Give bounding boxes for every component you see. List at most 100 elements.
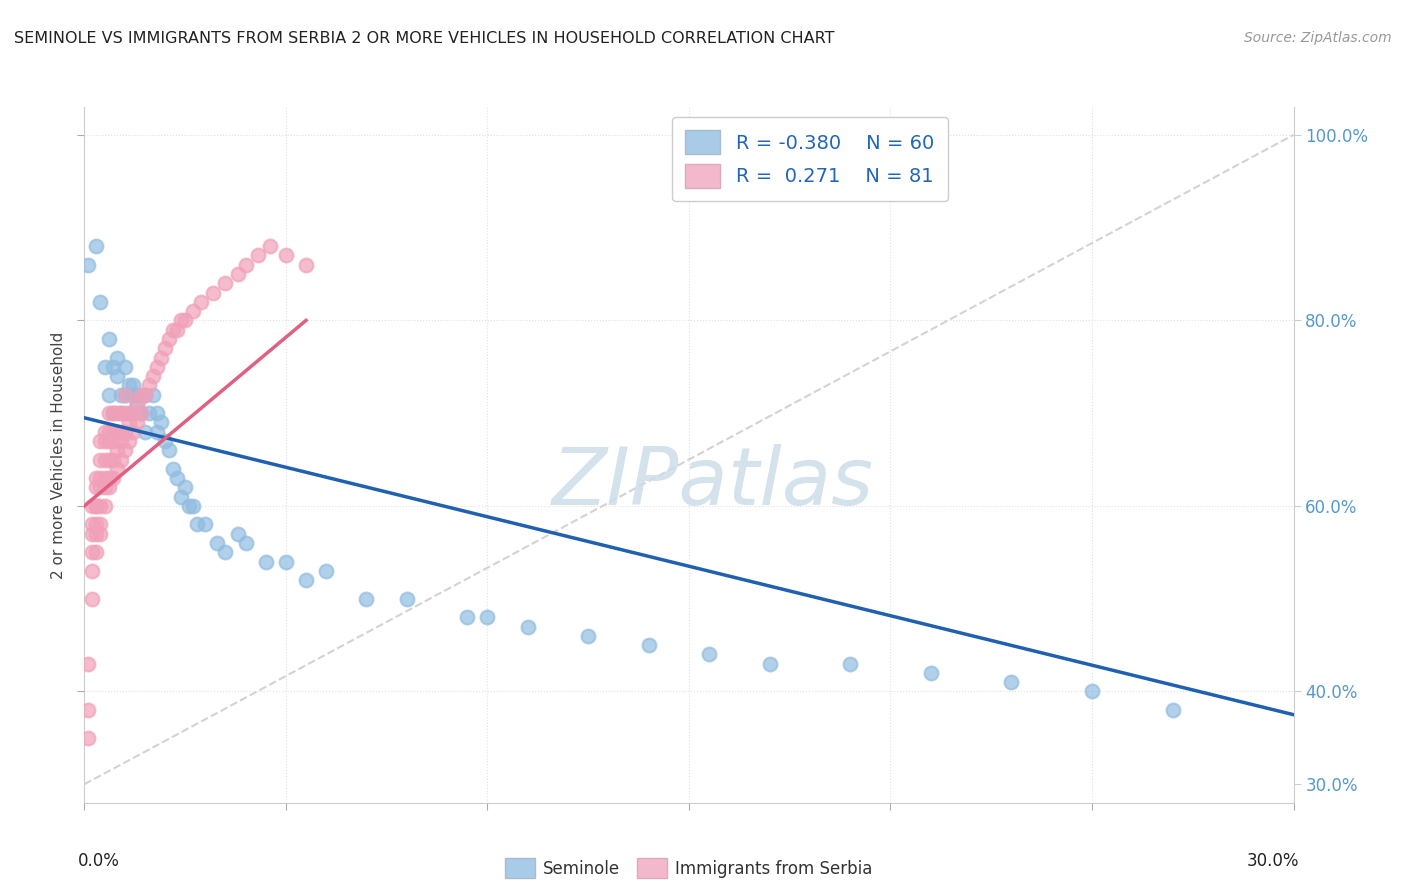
Text: Source: ZipAtlas.com: Source: ZipAtlas.com bbox=[1244, 31, 1392, 45]
Point bbox=[93, 499, 115, 513]
Point bbox=[110, 406, 132, 420]
Point bbox=[129, 406, 152, 420]
Point bbox=[295, 573, 318, 587]
Point bbox=[97, 387, 120, 401]
Point bbox=[97, 471, 120, 485]
Point bbox=[110, 406, 132, 420]
Point bbox=[356, 591, 378, 606]
Point bbox=[121, 425, 143, 439]
Point bbox=[576, 629, 599, 643]
Point bbox=[77, 657, 100, 671]
Point bbox=[214, 277, 236, 291]
Point bbox=[110, 434, 132, 448]
Text: SEMINOLE VS IMMIGRANTS FROM SERBIA 2 OR MORE VEHICLES IN HOUSEHOLD CORRELATION C: SEMINOLE VS IMMIGRANTS FROM SERBIA 2 OR … bbox=[14, 31, 835, 46]
Point bbox=[121, 387, 143, 401]
Point bbox=[110, 452, 132, 467]
Point bbox=[89, 452, 111, 467]
Legend: Seminole, Immigrants from Serbia: Seminole, Immigrants from Serbia bbox=[498, 851, 880, 885]
Point bbox=[101, 452, 124, 467]
Point bbox=[839, 657, 862, 671]
Point bbox=[134, 425, 156, 439]
Point bbox=[202, 285, 225, 300]
Point bbox=[174, 480, 197, 494]
Point bbox=[174, 313, 197, 327]
Point bbox=[315, 564, 337, 578]
Point bbox=[395, 591, 418, 606]
Point bbox=[89, 434, 111, 448]
Point bbox=[105, 443, 128, 458]
Point bbox=[110, 425, 132, 439]
Point bbox=[181, 499, 204, 513]
Point bbox=[179, 499, 201, 513]
Point bbox=[114, 406, 136, 420]
Point bbox=[170, 313, 193, 327]
Point bbox=[101, 471, 124, 485]
Point bbox=[207, 536, 229, 550]
Point bbox=[101, 359, 124, 374]
Point bbox=[758, 657, 780, 671]
Point bbox=[86, 239, 108, 253]
Point bbox=[162, 323, 184, 337]
Point bbox=[101, 425, 124, 439]
Point bbox=[86, 499, 108, 513]
Point bbox=[246, 248, 269, 262]
Point bbox=[456, 610, 478, 624]
Point bbox=[93, 480, 115, 494]
Point bbox=[101, 406, 124, 420]
Point bbox=[146, 359, 169, 374]
Point bbox=[129, 387, 152, 401]
Point bbox=[181, 304, 204, 318]
Point bbox=[166, 323, 188, 337]
Point bbox=[125, 416, 148, 430]
Point bbox=[89, 499, 111, 513]
Point bbox=[146, 425, 169, 439]
Point bbox=[114, 387, 136, 401]
Point bbox=[157, 332, 180, 346]
Point bbox=[129, 406, 152, 420]
Point bbox=[274, 248, 297, 262]
Point bbox=[226, 267, 249, 281]
Point bbox=[77, 258, 100, 272]
Point bbox=[77, 731, 100, 745]
Point bbox=[110, 387, 132, 401]
Point bbox=[82, 591, 104, 606]
Point bbox=[1000, 675, 1022, 690]
Point bbox=[235, 536, 257, 550]
Point bbox=[93, 434, 115, 448]
Point bbox=[77, 703, 100, 717]
Point bbox=[920, 665, 942, 680]
Point bbox=[89, 480, 111, 494]
Point bbox=[93, 425, 115, 439]
Point bbox=[101, 406, 124, 420]
Point bbox=[89, 526, 111, 541]
Point bbox=[162, 462, 184, 476]
Y-axis label: 2 or more Vehicles in Household: 2 or more Vehicles in Household bbox=[51, 331, 66, 579]
Point bbox=[82, 517, 104, 532]
Point bbox=[226, 526, 249, 541]
Point bbox=[138, 406, 160, 420]
Point bbox=[134, 387, 156, 401]
Point bbox=[149, 351, 172, 365]
Point bbox=[86, 545, 108, 559]
Point bbox=[146, 406, 169, 420]
Point bbox=[93, 471, 115, 485]
Point bbox=[82, 499, 104, 513]
Point bbox=[166, 471, 188, 485]
Point bbox=[105, 462, 128, 476]
Point bbox=[259, 239, 281, 253]
Point bbox=[97, 332, 120, 346]
Point bbox=[477, 610, 499, 624]
Point bbox=[254, 555, 277, 569]
Point bbox=[114, 425, 136, 439]
Point bbox=[101, 434, 124, 448]
Point bbox=[105, 425, 128, 439]
Point bbox=[1161, 703, 1184, 717]
Point bbox=[97, 406, 120, 420]
Point bbox=[142, 369, 165, 384]
Point bbox=[149, 416, 172, 430]
Point bbox=[114, 387, 136, 401]
Point bbox=[190, 294, 212, 309]
Point bbox=[86, 471, 108, 485]
Point bbox=[142, 387, 165, 401]
Point bbox=[134, 387, 156, 401]
